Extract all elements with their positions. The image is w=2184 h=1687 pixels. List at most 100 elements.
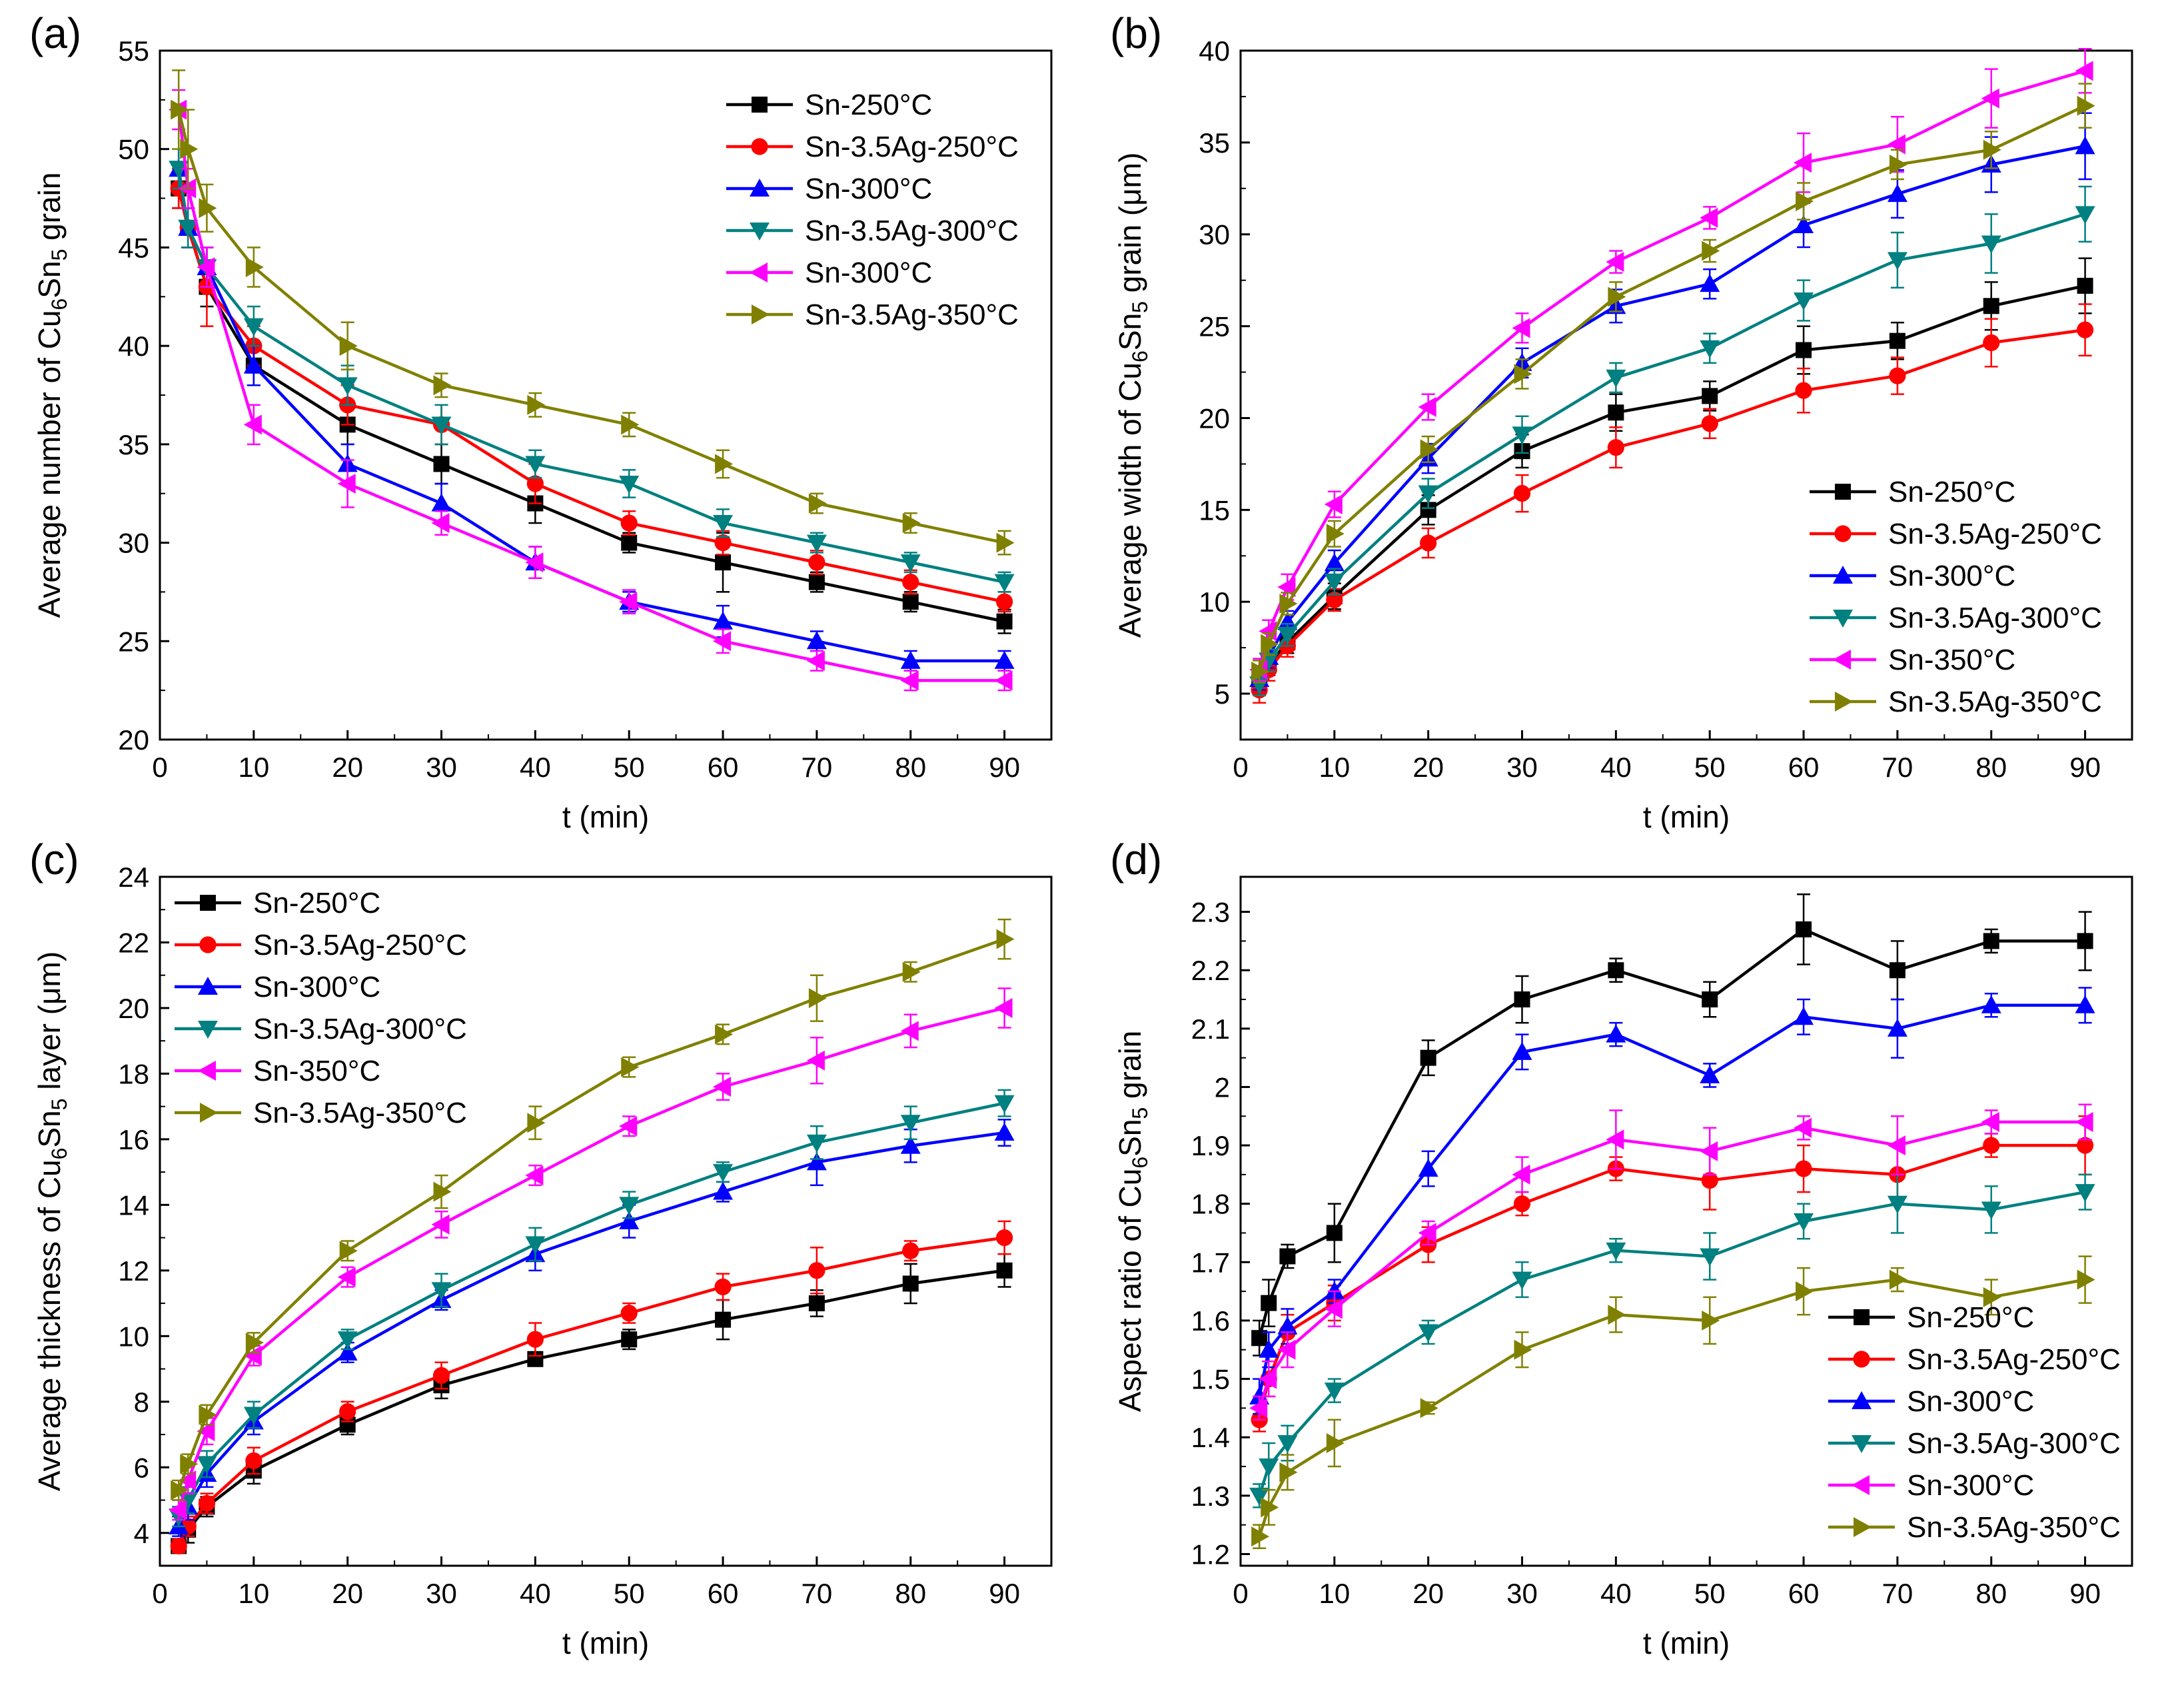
data-point [1702, 1310, 1720, 1331]
legend-label: Sn-350°C [253, 1055, 380, 1087]
data-point [2075, 136, 2095, 155]
data-point [1608, 286, 1626, 307]
y-tick-label: 2 [1215, 1071, 1230, 1103]
data-point [1887, 1018, 1908, 1037]
data-point [169, 1500, 187, 1520]
data-point [525, 1165, 544, 1186]
data-point [1794, 1213, 1814, 1231]
legend-label: Sn-300°C [805, 173, 932, 205]
data-point [1420, 1398, 1438, 1418]
series-3 [1249, 185, 2095, 697]
data-point [900, 554, 921, 573]
series-line [1257, 1143, 2085, 1420]
data-point [431, 493, 452, 512]
legend-label: Sn-250°C [805, 89, 932, 121]
data-point [2077, 95, 2095, 116]
data-point [178, 1470, 197, 1490]
data-point [1324, 1299, 1343, 1319]
y-tick-label: 1.6 [1191, 1305, 1230, 1337]
data-point [1981, 1201, 2001, 1220]
legend-marker [750, 263, 768, 282]
legend-label: Sn-300°C [1907, 1469, 2034, 1502]
data-point [900, 1021, 919, 1041]
y-axis-title-part: Sn [1113, 313, 1147, 350]
data-point [431, 1282, 452, 1301]
x-tick-label: 70 [1882, 752, 1913, 783]
data-point [1606, 1129, 1624, 1150]
legend-marker [198, 1021, 218, 1039]
series-2 [169, 1119, 1015, 1537]
series-4 [169, 89, 1013, 692]
data-point [1700, 274, 1720, 292]
legend-marker [1852, 1435, 1872, 1453]
x-tick-label: 50 [614, 1578, 645, 1609]
data-point [1249, 1398, 1268, 1418]
x-tick-label: 0 [152, 1578, 167, 1609]
x-axis-title: t (min) [1643, 800, 1730, 834]
y-axis-title-subscript: 6 [1128, 1157, 1152, 1169]
x-tick-label: 90 [989, 752, 1020, 783]
data-point [1887, 252, 1908, 271]
legend: Sn-250°C Sn-3.5Ag-250°C Sn-300°C Sn-3.5Ag-3… [726, 89, 1019, 331]
data-point [1261, 634, 1279, 654]
data-point [1420, 534, 1437, 552]
y-axis-title-subscript: 5 [1128, 301, 1152, 313]
data-point [619, 1197, 640, 1215]
data-point [2077, 1269, 2095, 1290]
data-point [1887, 1195, 1908, 1214]
data-point [996, 532, 1015, 553]
y-axis-title-subscript: 6 [47, 1148, 71, 1160]
x-tick-label: 60 [1788, 752, 1820, 783]
data-point [713, 515, 734, 534]
y-tick-label: 20 [118, 724, 149, 756]
data-point [1418, 396, 1436, 417]
x-tick-label: 50 [1694, 752, 1726, 783]
data-point [1608, 1305, 1626, 1325]
data-point [1794, 153, 1812, 173]
data-point [994, 650, 1015, 669]
y-tick-label: 50 [118, 134, 149, 165]
x-tick-label: 80 [895, 752, 926, 783]
data-point [198, 1494, 216, 1512]
data-point [1702, 388, 1718, 404]
data-point [994, 574, 1015, 592]
data-point [339, 1403, 356, 1420]
data-point [1796, 191, 1814, 212]
x-tick-label: 80 [895, 1578, 926, 1609]
data-point [1983, 334, 2000, 352]
data-point [900, 1135, 921, 1154]
data-point [2075, 995, 2095, 1013]
y-axis-title-part: Sn [32, 1110, 67, 1147]
data-point [1420, 1049, 1436, 1066]
y-axis-title-part: grain (μm) [1113, 153, 1147, 301]
series-line [1257, 69, 2086, 670]
y-axis-title-part: grain [32, 173, 67, 249]
data-point [1251, 1526, 1270, 1547]
data-point [808, 988, 827, 1009]
x-tick-label: 10 [238, 752, 269, 783]
data-point [619, 475, 640, 494]
legend-label: Sn-300°C [1888, 560, 2015, 592]
data-point [1983, 1287, 2001, 1307]
legend-label: Sn-250°C [1888, 476, 2015, 508]
data-point [1513, 1195, 1531, 1213]
data-point [1251, 661, 1270, 682]
data-point [1606, 369, 1626, 388]
x-tick-label: 10 [238, 1578, 269, 1609]
series-0 [1251, 893, 2093, 1357]
data-point [1324, 573, 1345, 592]
data-point [713, 631, 732, 652]
series-3 [169, 1089, 1015, 1528]
data-point [433, 456, 450, 472]
data-point [1279, 593, 1298, 614]
data-point [1794, 215, 1814, 233]
data-point [1889, 1269, 1908, 1290]
y-tick-label: 30 [118, 528, 149, 559]
data-point [714, 534, 732, 552]
data-point [1249, 1487, 1270, 1506]
data-point [1701, 1172, 1718, 1189]
y-tick-label: 12 [118, 1255, 149, 1287]
x-tick-label: 0 [1233, 1578, 1248, 1609]
y-tick-label: 1.5 [1191, 1364, 1230, 1395]
data-point [1608, 404, 1624, 421]
